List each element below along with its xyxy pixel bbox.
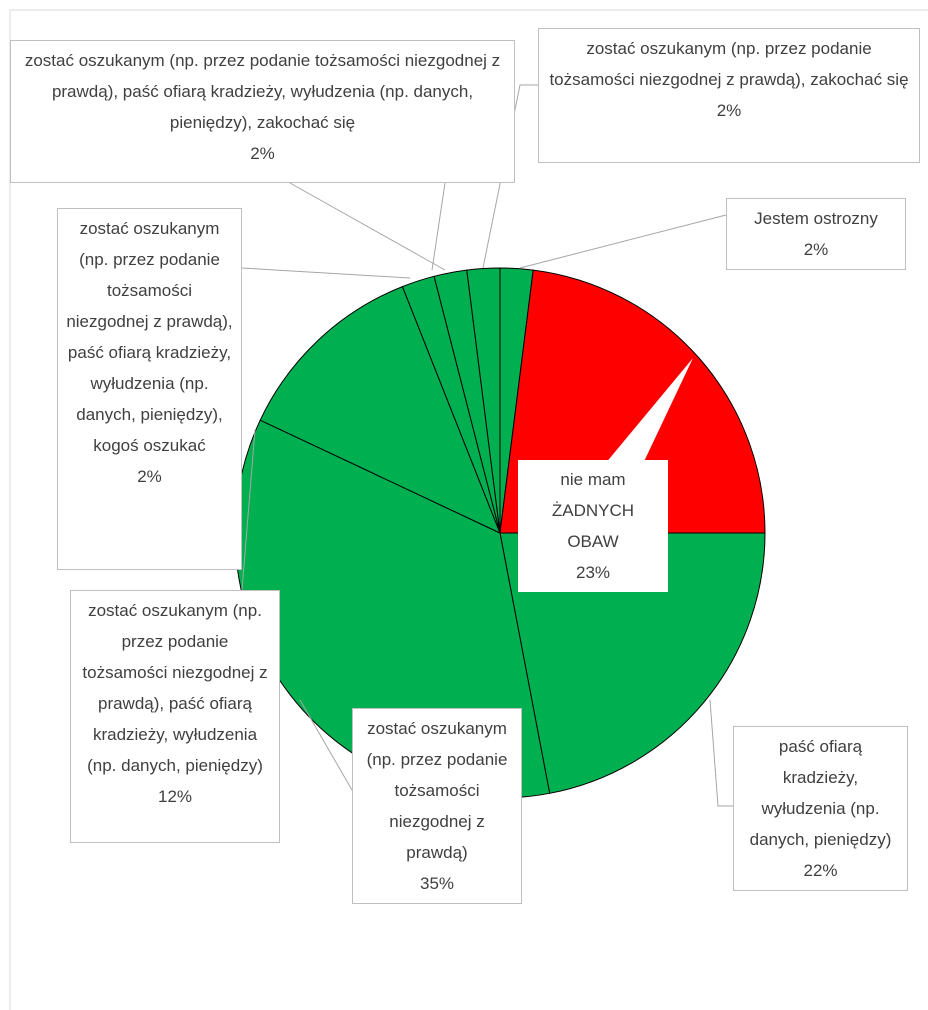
pie-slice [499, 532, 766, 794]
label-name: zostać oszukanym (np. przez podanie tożs… [66, 219, 233, 455]
label-value: 2% [716, 101, 742, 120]
leader-lines [241, 84, 733, 807]
label-value: 2% [803, 240, 829, 259]
pie-slice [466, 267, 501, 534]
data-label: Jestem ostrozny 2% [726, 198, 906, 270]
label-value: 2% [250, 144, 275, 163]
leader-line [482, 84, 538, 269]
data-label: zostać oszukanym (np. przez podanie tożs… [57, 208, 242, 570]
leader-line [241, 429, 256, 591]
label-name: zostać oszukanym (np. przez podanie tożs… [366, 719, 508, 862]
label-name: zostać oszukanym (np. przez podanie tożs… [549, 39, 909, 89]
label-name: Jestem ostrozny [754, 209, 878, 228]
leader-line [241, 267, 411, 279]
data-label: paść ofiarą kradzieży, wyłudzenia (np. d… [733, 726, 908, 891]
frame [9, 9, 928, 1010]
label-name: zostać oszukanym (np. przez podanie tożs… [24, 51, 501, 132]
data-label: nie mam ŻADNYCH OBAW 23% [518, 460, 668, 592]
leader-line [519, 214, 727, 269]
leader-line [289, 182, 446, 271]
data-label: zostać oszukanym (np. przez podanie tożs… [10, 40, 515, 183]
data-label: zostać oszukanym (np. przez podanie tożs… [70, 590, 280, 843]
pie-slice [259, 285, 501, 534]
label-value: 2% [137, 467, 162, 486]
label-value: 12% [157, 787, 193, 806]
label-name: nie mam ŻADNYCH OBAW [551, 470, 635, 551]
label-value: 35% [419, 874, 455, 893]
label-name: paść ofiarą kradzieży, wyłudzenia (np. d… [749, 737, 892, 849]
callout-pointer [600, 358, 693, 470]
data-label: zostać oszukanym (np. przez podanie tożs… [538, 28, 920, 163]
leader-line [431, 182, 446, 271]
data-label: zostać oszukanym (np. przez podanie tożs… [352, 708, 522, 904]
label-value: 23% [575, 563, 611, 582]
label-name: zostać oszukanym (np. przez podanie tożs… [82, 601, 268, 775]
leader-line [299, 699, 353, 791]
leader-line [709, 699, 733, 807]
label-value: 22% [803, 861, 838, 880]
